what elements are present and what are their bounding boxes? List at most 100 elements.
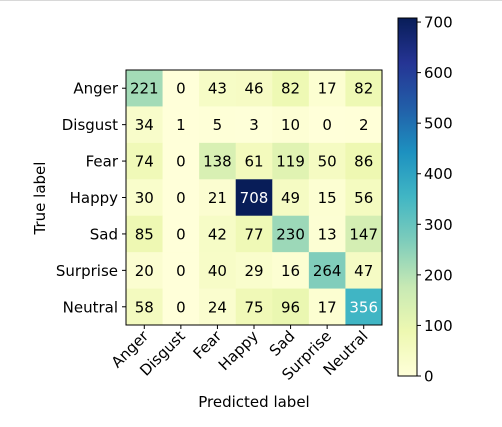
heatmap-cell [199, 288, 237, 326]
heatmap-cell [162, 106, 200, 144]
cell-value-label: 34 [135, 116, 154, 134]
heatmap-cell [126, 215, 163, 253]
heatmap-cell [126, 288, 163, 326]
cell-value-label: 74 [135, 153, 154, 171]
heatmap-cell [199, 179, 237, 217]
cell-value-label: 30 [135, 189, 154, 207]
cell-value-label: 15 [318, 189, 337, 207]
colorbar-tick-label: 700 [424, 14, 453, 32]
heatmap-cell [162, 179, 200, 217]
colorbar-gradient [397, 17, 418, 377]
cell-value-label: 17 [318, 80, 337, 98]
cell-value-label: 119 [276, 153, 305, 171]
heatmap-cell [345, 252, 383, 289]
y-tick-label: Surprise [56, 262, 118, 280]
cell-value-label: 42 [208, 225, 227, 243]
heatmap-cell [308, 142, 346, 180]
heatmap-cell [272, 106, 310, 144]
cell-value-label: 0 [176, 225, 186, 243]
cell-value-label: 1 [176, 116, 186, 134]
heatmap-cell [126, 70, 163, 107]
heatmap-cell [235, 106, 273, 144]
x-axis-label: Predicted label [198, 393, 309, 411]
heatmap-cell [199, 215, 237, 253]
cell-value-label: 17 [318, 298, 337, 316]
cell-value-label: 2 [359, 116, 369, 134]
cell-value-label: 82 [281, 80, 300, 98]
heatmap-cell [272, 215, 310, 253]
heatmap-cell [345, 288, 383, 326]
cell-value-label: 21 [208, 189, 227, 207]
cell-value-label: 43 [208, 80, 227, 98]
cell-value-label: 0 [176, 298, 186, 316]
cell-value-label: 96 [281, 298, 300, 316]
colorbar: 0 100 200 300 400 500 600 700 [397, 14, 453, 386]
colorbar-ticks: 0 100 200 300 400 500 600 700 [417, 14, 453, 386]
cell-value-label: 16 [281, 262, 300, 280]
cell-value-label: 82 [354, 80, 373, 98]
heatmap-cell [162, 70, 200, 107]
y-tick-labels: Anger Disgust Fear Happy Sad Surprise Neutral [56, 80, 126, 316]
cell-value-label: 61 [244, 153, 263, 171]
heatmap-cell [272, 252, 310, 289]
heatmap-cell [308, 288, 346, 326]
cell-value-label: 356 [349, 298, 378, 316]
y-tick-label: Sad [90, 225, 118, 243]
cell-value-label: 147 [349, 225, 378, 243]
heatmap-cell [272, 70, 310, 107]
colorbar-tick-label: 200 [424, 266, 453, 284]
window-top-border [0, 0, 502, 1]
cell-value-label: 50 [318, 153, 337, 171]
cell-value-label: 40 [208, 262, 227, 280]
colorbar-tick-label: 600 [424, 64, 453, 82]
heatmap-cell [272, 288, 310, 326]
heatmap-cell [126, 179, 163, 217]
heatmap-cell [199, 142, 237, 180]
cell-value-label: 0 [176, 80, 186, 98]
heatmap-cell [308, 106, 346, 144]
cell-value-label: 46 [244, 80, 263, 98]
colorbar-tick-label: 0 [424, 368, 434, 386]
cell-value-label: 138 [203, 153, 232, 171]
cell-value-label: 0 [322, 116, 332, 134]
cell-value-label: 5 [213, 116, 223, 134]
cell-value-label: 0 [176, 189, 186, 207]
heatmap-cell [162, 215, 200, 253]
cell-value-label: 47 [354, 262, 373, 280]
y-tick-label: Anger [73, 80, 119, 98]
heatmap-cell [345, 106, 383, 144]
cell-value-label: 75 [244, 298, 263, 316]
y-tick-label: Disgust [62, 116, 118, 134]
cell-value-label: 3 [249, 116, 259, 134]
cell-value-label: 49 [281, 189, 300, 207]
cell-value-label: 56 [354, 189, 373, 207]
cell-value-label: 0 [176, 153, 186, 171]
heatmap-cell [345, 70, 383, 107]
heatmap-cell [126, 252, 163, 289]
heatmap-cell [162, 252, 200, 289]
x-tick-label: Happy [215, 327, 262, 374]
heatmap-cell [235, 288, 273, 326]
cell-value-label: 10 [281, 116, 300, 134]
colorbar-tick-label: 300 [424, 216, 453, 234]
cell-value-label: 230 [276, 225, 305, 243]
heatmap-cell [308, 179, 346, 217]
cell-value-label: 221 [130, 80, 159, 98]
heatmap-cell [345, 179, 383, 217]
cell-value-label: 24 [208, 298, 227, 316]
heatmap-cell [308, 215, 346, 253]
heatmap-cell [199, 70, 237, 107]
colorbar-tick-label: 100 [424, 317, 453, 335]
heatmap-cell [345, 215, 383, 253]
heatmap-cell [272, 179, 310, 217]
heatmap-cell [272, 142, 310, 180]
heatmap-cell [162, 142, 200, 180]
cell-value-label: 77 [244, 225, 263, 243]
heatmap-cell [308, 252, 346, 289]
cell-value-label: 708 [240, 189, 269, 207]
y-tick-label: Fear [86, 153, 119, 171]
colorbar-tick-label: 500 [424, 115, 453, 133]
